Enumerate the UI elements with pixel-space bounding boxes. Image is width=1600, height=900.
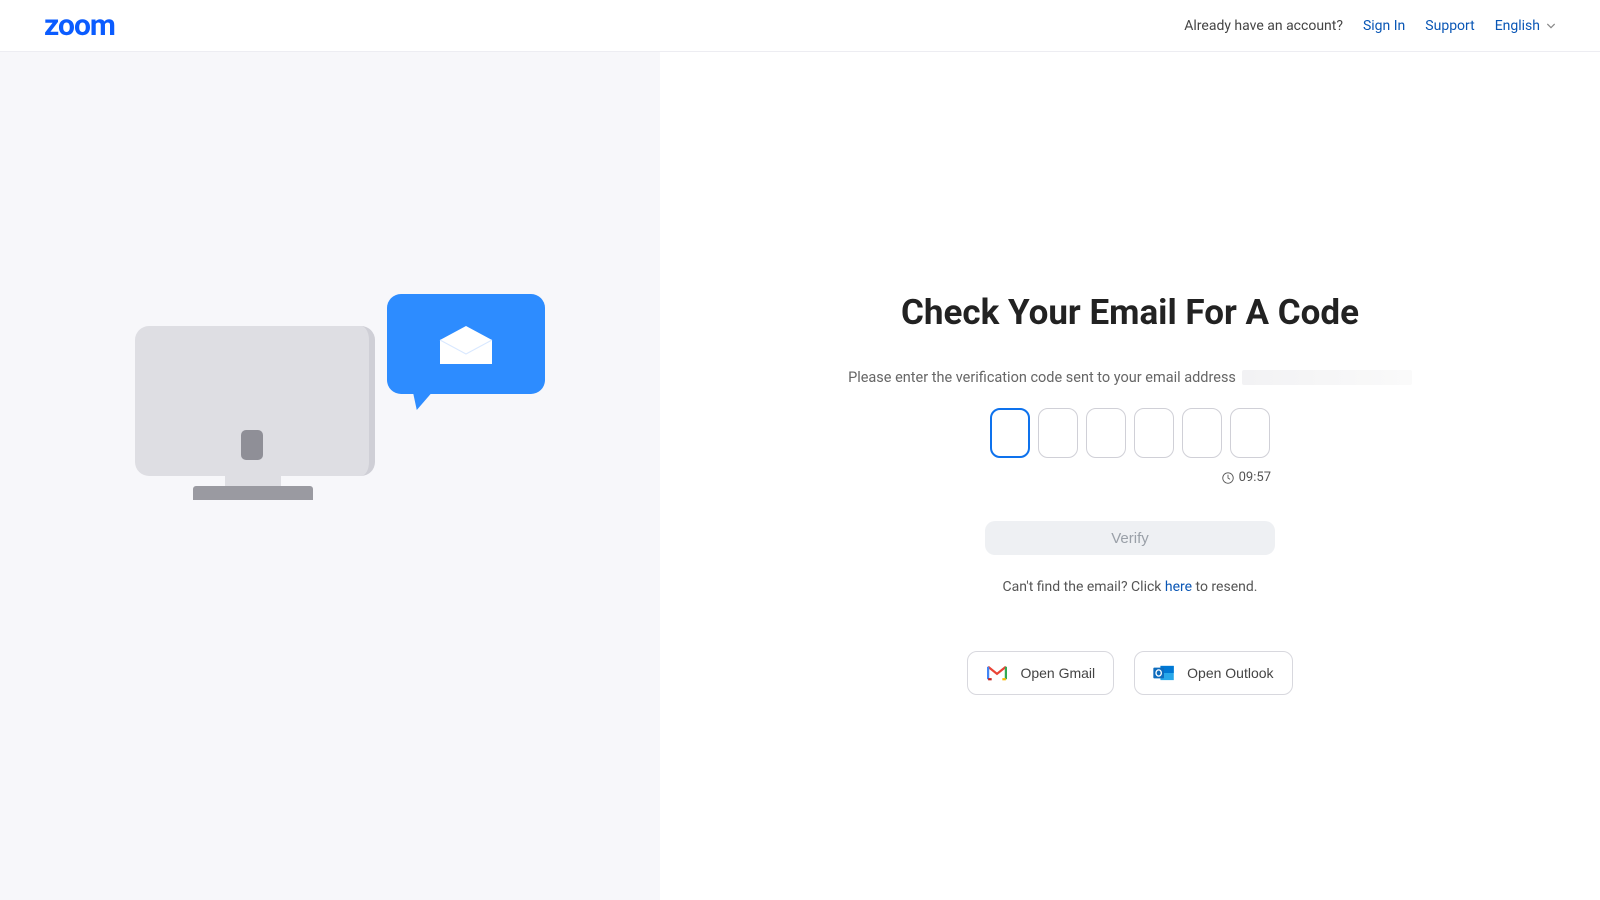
- code-input-2[interactable]: [1038, 408, 1078, 458]
- language-selector[interactable]: English: [1495, 18, 1556, 34]
- page-title: Check Your Email For A Code: [901, 292, 1359, 333]
- monitor-button: [241, 430, 263, 460]
- main-container: Check Your Email For A Code Please enter…: [0, 52, 1600, 900]
- resend-text: Can't find the email? Click here to rese…: [1003, 579, 1258, 595]
- countdown-timer: 09:57: [1239, 470, 1271, 485]
- gmail-icon: [986, 665, 1008, 681]
- code-input-5[interactable]: [1182, 408, 1222, 458]
- outlook-icon: [1153, 665, 1175, 681]
- header-right: Already have an account? Sign In Support…: [1184, 18, 1556, 34]
- top-header: zoom Already have an account? Sign In Su…: [0, 0, 1600, 52]
- sign-in-link[interactable]: Sign In: [1363, 18, 1405, 34]
- email-address-redacted: [1242, 370, 1412, 385]
- code-input-1[interactable]: [990, 408, 1030, 458]
- clock-icon: [1221, 471, 1235, 485]
- support-link[interactable]: Support: [1425, 18, 1474, 34]
- chevron-down-icon: [1546, 21, 1556, 31]
- open-gmail-button[interactable]: Open Gmail: [967, 651, 1114, 695]
- language-label[interactable]: English: [1495, 18, 1540, 34]
- verification-code-inputs: [990, 408, 1270, 458]
- envelope-icon: [435, 324, 497, 366]
- monitor-illustration: [135, 246, 555, 526]
- resend-suffix: to resend.: [1192, 579, 1257, 595]
- already-have-account-text: Already have an account?: [1184, 18, 1343, 34]
- zoom-logo: zoom: [44, 8, 115, 43]
- timer-row: 09:57: [989, 470, 1271, 485]
- form-panel: Check Your Email For A Code Please enter…: [660, 52, 1600, 900]
- code-input-3[interactable]: [1086, 408, 1126, 458]
- illustration-panel: [0, 52, 660, 900]
- code-input-4[interactable]: [1134, 408, 1174, 458]
- verify-button[interactable]: Verify: [985, 521, 1275, 555]
- open-outlook-label: Open Outlook: [1187, 665, 1273, 681]
- resend-link[interactable]: here: [1165, 579, 1192, 595]
- open-outlook-button[interactable]: Open Outlook: [1134, 651, 1292, 695]
- monitor-base: [193, 486, 313, 500]
- email-client-buttons: Open Gmail Open Outlook: [967, 651, 1292, 695]
- resend-prefix: Can't find the email? Click: [1003, 579, 1165, 595]
- instruction-text: Please enter the verification code sent …: [848, 369, 1412, 386]
- code-input-6[interactable]: [1230, 408, 1270, 458]
- open-gmail-label: Open Gmail: [1020, 665, 1095, 681]
- instruction-label: Please enter the verification code sent …: [848, 369, 1236, 386]
